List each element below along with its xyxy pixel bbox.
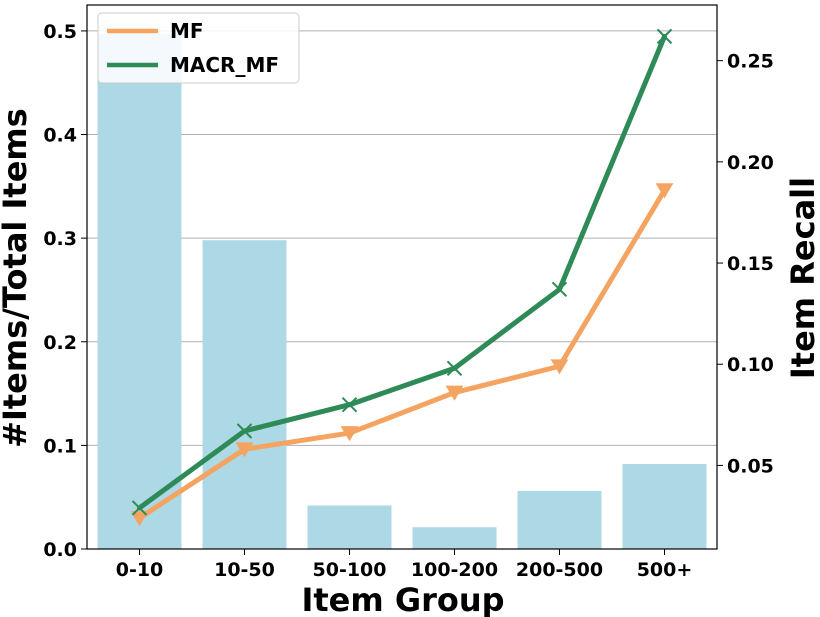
point-cross-stroke: [341, 396, 358, 413]
point-cross-stroke: [446, 360, 463, 376]
bar: [622, 464, 707, 549]
legend-label-macr-mf: MACR_MF: [170, 53, 279, 77]
left-tick-label: 0.0: [43, 539, 77, 561]
x-axis-ticks: 0-10 10-50 50-100 100-200 200-500 500+: [116, 549, 693, 581]
series-point: [341, 396, 358, 413]
x-tick-label: 50-100: [313, 559, 387, 581]
point-cross-stroke: [236, 423, 253, 439]
series-point: [236, 423, 253, 439]
bar: [97, 34, 182, 550]
x-tick-label: 200-500: [516, 559, 603, 581]
series-point: [551, 281, 568, 298]
bar: [307, 505, 392, 549]
series-point: [446, 360, 463, 376]
bars: [97, 34, 707, 550]
right-axis-title: Item Recall: [784, 177, 820, 379]
left-tick-label: 0.4: [43, 125, 77, 147]
x-axis-title: Item Group: [301, 581, 504, 617]
bar: [202, 240, 287, 549]
right-tick-label: 0.10: [727, 354, 774, 376]
series-point: [131, 500, 148, 516]
left-tick-label: 0.2: [43, 332, 77, 354]
legend: MF MACR_MF: [97, 12, 300, 84]
right-axis-ticks: 0.05 0.10 0.15 0.20 0.25: [717, 51, 774, 477]
series-point: [655, 183, 674, 199]
bar: [412, 527, 497, 549]
bar: [517, 490, 602, 549]
left-tick-label: 0.3: [43, 228, 77, 250]
series-point: [656, 28, 673, 45]
point-cross-stroke: [656, 28, 673, 45]
series-point: [550, 359, 569, 375]
series-point: [340, 426, 359, 442]
point-cross-stroke: [131, 500, 148, 516]
series-point: [130, 511, 149, 527]
plot-frame: [86, 4, 718, 550]
point-cross-stroke: [551, 281, 568, 298]
right-tick-label: 0.15: [727, 253, 774, 275]
series-line: [137, 33, 667, 511]
series-line: [137, 187, 667, 521]
x-tick-label: 100-200: [411, 559, 498, 581]
right-tick-label: 0.20: [727, 152, 774, 174]
series-point: [235, 442, 254, 458]
legend-label-mf: MF: [170, 19, 204, 43]
x-tick-label: 10-50: [214, 559, 275, 581]
line-series: [130, 28, 674, 527]
right-tick-label: 0.05: [727, 455, 774, 477]
x-tick-label: 500+: [637, 559, 693, 581]
left-tick-label: 0.1: [43, 435, 77, 457]
left-axis-title: #Items/Total Items: [0, 108, 34, 448]
left-tick-label: 0.5: [43, 21, 77, 43]
right-tick-label: 0.25: [727, 51, 774, 73]
left-axis-ticks: 0.0 0.1 0.2 0.3 0.4 0.5: [43, 21, 87, 561]
x-tick-label: 0-10: [116, 559, 164, 581]
series-point: [445, 385, 464, 401]
